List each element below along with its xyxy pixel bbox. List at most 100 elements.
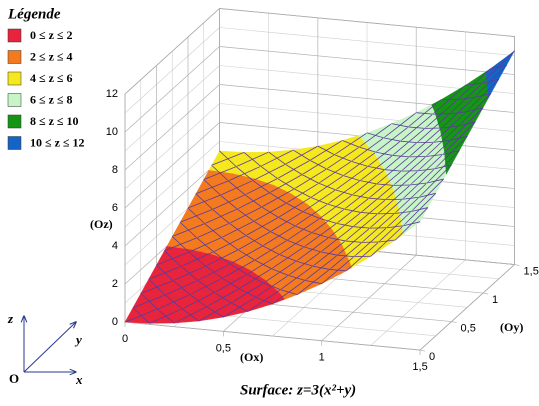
mesh-line	[287, 239, 305, 248]
mesh-line	[326, 168, 344, 177]
mesh-line	[295, 225, 313, 234]
mesh-line	[481, 78, 499, 84]
mesh-line	[489, 64, 507, 70]
mesh-line	[288, 275, 306, 281]
x-tick-label: 0,5	[216, 342, 231, 354]
orientation-icon: O x y z	[7, 311, 83, 387]
y-tick-mark	[419, 349, 426, 352]
mesh-line	[260, 165, 278, 179]
mesh-line	[367, 166, 385, 171]
y-tick-label: 0,5	[461, 322, 476, 334]
orientation-y-arrow	[23, 322, 76, 373]
z-tick-label: 0	[112, 316, 118, 328]
mesh-line	[252, 180, 270, 194]
mesh-line	[418, 168, 435, 172]
mesh-line	[254, 259, 272, 270]
mesh-line	[263, 282, 281, 291]
z-grid-line	[124, 84, 220, 171]
legend: 0 ≤ z ≤ 2 2 ≤ z ≤ 4 4 ≤ z ≤ 6 6 ≤ z ≤ 8 8 ≤ …	[7, 28, 85, 150]
mesh-line	[343, 175, 361, 182]
mesh-line	[271, 268, 289, 276]
legend-label: 10 ≤ z ≤ 12	[30, 135, 85, 149]
mesh-line	[328, 237, 346, 242]
mesh-line	[244, 194, 262, 208]
orientation-y: y	[74, 332, 82, 347]
mesh-line	[310, 197, 328, 205]
mesh-line	[441, 125, 459, 129]
mesh-line	[457, 97, 475, 100]
mesh-line	[351, 161, 369, 167]
mesh-line	[342, 140, 360, 148]
mesh-line	[366, 132, 384, 139]
mesh-line	[230, 263, 248, 275]
y-tick-mark	[451, 321, 457, 323]
legend-label: 0 ≤ z ≤ 2	[30, 28, 73, 42]
mesh-line	[360, 180, 377, 185]
mesh-line	[222, 277, 240, 289]
mesh-line	[408, 126, 426, 129]
x-grid-line	[321, 254, 417, 341]
mesh-line	[296, 260, 313, 267]
mesh-line	[359, 146, 376, 153]
orientation-z: z	[7, 311, 14, 326]
mesh-line	[433, 139, 451, 143]
mesh-line	[219, 150, 237, 167]
x-tick-label: 1	[319, 352, 325, 364]
mesh-line	[205, 265, 223, 279]
mesh-line	[304, 280, 322, 285]
mesh-line	[318, 182, 336, 191]
mesh-line	[197, 279, 215, 293]
mesh-line	[229, 222, 247, 236]
mesh-line	[392, 155, 410, 158]
legend-title: Légende	[7, 6, 61, 22]
mesh-line	[383, 137, 401, 142]
x-grid-line	[419, 264, 515, 351]
mesh-line	[270, 231, 288, 241]
mesh-line	[410, 182, 428, 186]
mesh-line	[303, 246, 321, 253]
legend-swatch	[7, 114, 22, 129]
y-tick-label: 1	[492, 294, 498, 306]
mesh-line	[426, 178, 444, 184]
z-grid-line	[124, 8, 220, 95]
mesh-line	[179, 221, 198, 239]
mesh-line	[268, 151, 286, 165]
z-grid-line	[124, 160, 220, 247]
mesh-line	[279, 254, 297, 262]
mesh-line	[243, 152, 262, 167]
z-tick-label: 4	[112, 240, 118, 252]
mesh-line	[442, 150, 460, 155]
legend-swatch	[7, 28, 22, 43]
mesh-line	[237, 249, 256, 261]
mesh-line	[449, 111, 467, 115]
mesh-line	[466, 107, 484, 113]
orientation-origin: O	[9, 371, 19, 386]
mesh-line	[294, 188, 312, 198]
mesh-line	[312, 265, 330, 270]
mesh-line	[195, 193, 213, 210]
mesh-line	[317, 145, 335, 156]
mesh-line	[450, 135, 468, 141]
mesh-line	[196, 237, 214, 253]
mesh-line	[352, 194, 370, 199]
legend-label: 4 ≤ z ≤ 6	[30, 71, 73, 85]
mesh-line	[334, 154, 352, 162]
x-axis-label: (Ox)	[240, 350, 263, 364]
mesh-line	[302, 211, 320, 219]
z-tick-label: 12	[106, 88, 118, 100]
mesh-line	[132, 307, 150, 324]
mesh-line	[172, 280, 191, 295]
mesh-line	[261, 206, 279, 218]
mesh-line	[403, 221, 421, 227]
mesh-line	[213, 251, 231, 265]
mesh-line	[402, 196, 420, 200]
mesh-line	[180, 266, 199, 281]
mesh-line	[255, 296, 273, 305]
chart-title: Surface: z=3(x²+y)	[240, 382, 356, 398]
mesh-line	[235, 166, 254, 181]
legend-label: 2 ≤ z ≤ 4	[30, 49, 73, 63]
mesh-line	[228, 180, 246, 196]
mesh-line	[221, 237, 239, 251]
mesh-line	[246, 273, 264, 284]
